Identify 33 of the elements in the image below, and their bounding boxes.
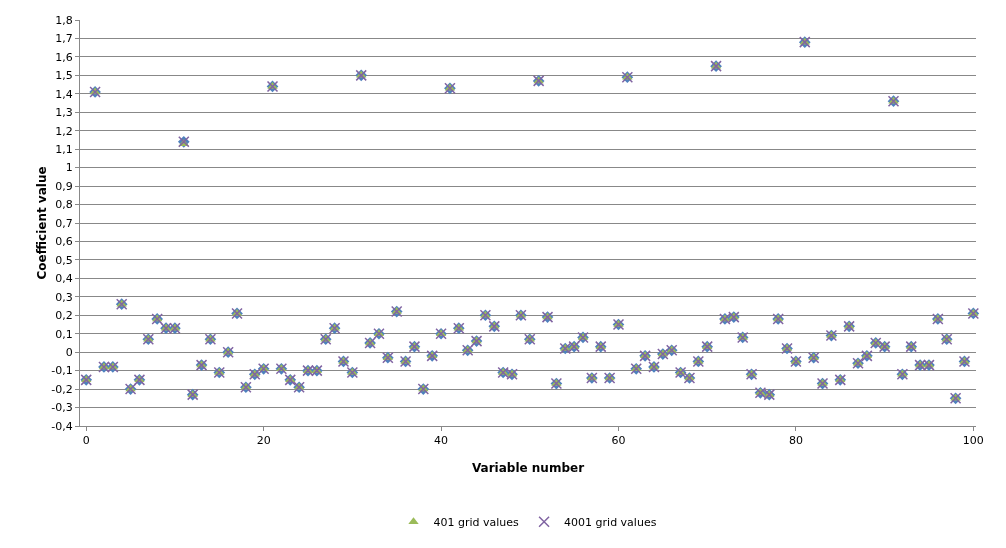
y-tick-label: 1,7 [55, 32, 73, 46]
y-tick-label: 0,4 [55, 272, 73, 286]
y-tick-label: 0,3 [55, 290, 73, 304]
y-tick-label: -0,4 [51, 419, 73, 433]
y-axis-title: Coefficient value [35, 166, 49, 280]
y-tick-label: 1,4 [55, 87, 73, 101]
x-tick-label: 0 [82, 434, 90, 448]
y-tick-label: 1 [65, 161, 73, 175]
legend-label: 4001 grid values [564, 515, 657, 529]
y-tick-label: 0,6 [55, 235, 73, 249]
y-tick-label: 0,8 [55, 198, 73, 212]
y-tick-label: 1,3 [55, 106, 73, 120]
y-tick-label: 1,1 [55, 143, 73, 157]
x-tick-label: 20 [256, 434, 271, 448]
y-tick-label: -0,1 [51, 364, 73, 378]
y-tick-label: 0,9 [55, 179, 73, 193]
y-tick-label: 1,8 [55, 13, 73, 27]
y-tick-label: 0,5 [55, 253, 73, 267]
x-tick-label: 60 [611, 434, 626, 448]
y-tick-label: -0,2 [51, 382, 73, 396]
x-tick-label: 80 [788, 434, 803, 448]
x-axis-title: Variable number [471, 461, 585, 475]
y-tick-label: 0,2 [55, 309, 73, 323]
x-tick-label: 100 [962, 434, 984, 448]
legend-label: 401 grid values [433, 515, 520, 529]
y-tick-label: 0,1 [55, 327, 73, 341]
y-tick-label: 0,7 [55, 216, 73, 230]
y-tick-label: 1,5 [55, 69, 73, 83]
y-tick-label: 1,2 [55, 124, 73, 138]
y-tick-label: 1,6 [55, 50, 73, 64]
y-tick-label: 0 [65, 346, 73, 360]
x-tick-label: 40 [434, 434, 449, 448]
y-tick-label: -0,3 [51, 401, 73, 415]
